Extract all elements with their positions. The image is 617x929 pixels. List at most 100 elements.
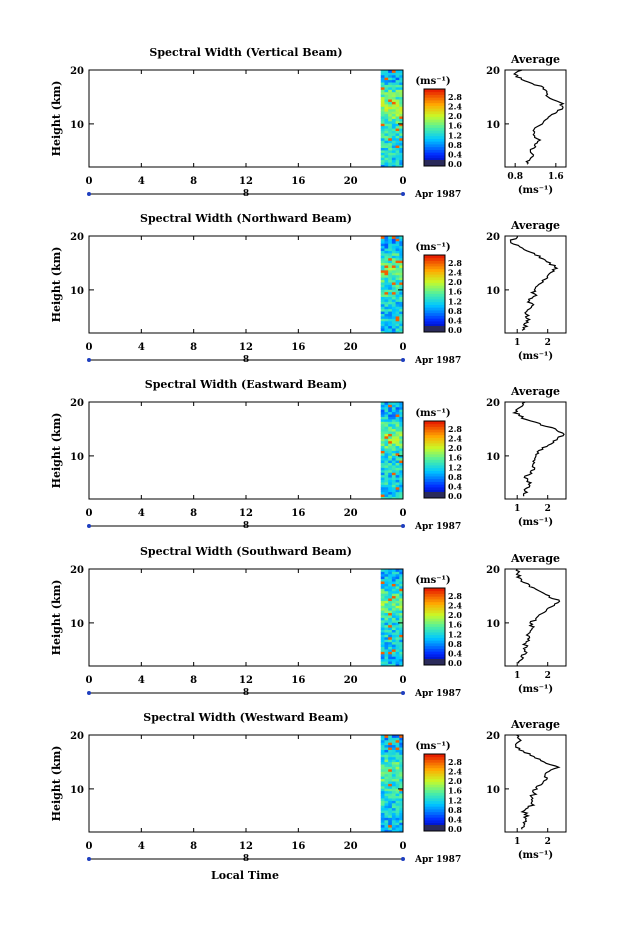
heatmap-cell [384,267,389,271]
heatmap-cell [388,445,393,449]
heatmap-cell [391,145,396,148]
heatmap-cell [395,101,400,105]
heatmap-cell [388,416,393,420]
heatmap-cell [388,776,393,780]
heatmap-cell [380,116,385,119]
y-axis-label: Height (km) [50,746,63,822]
heatmap-cell [388,433,393,437]
colorbar-tick-label: 2.4 [448,601,462,611]
heatmap-cell [399,79,404,83]
heatmap-cell [384,612,389,616]
x-tick-label: 20 [344,841,358,852]
heatmap-cell [388,472,393,476]
heatmap-cell [399,320,404,324]
colorbar-tick-label: 2.8 [448,258,462,268]
average-x-tick-label: 1 [514,837,520,847]
heatmap-cell [380,154,385,158]
heatmap-cell [380,164,385,168]
heatmap-cell [391,482,396,485]
heatmap-cell [399,761,404,765]
heatmap-cell [391,805,396,809]
heatmap-cell [388,790,393,794]
colorbar-tick-label: 0.0 [448,325,462,335]
heatmap-cell [388,576,393,580]
heatmap-cell [399,438,404,442]
heatmap-cell [380,320,385,324]
heatmap-cell [388,86,393,90]
heatmap-cell [384,316,389,319]
colorbar-cell [424,271,445,275]
x-tick-label: 0 [86,176,93,187]
heatmap-cell [391,140,396,144]
heatmap-cell [380,118,385,122]
colorbar-underflow [424,326,445,332]
heatmap-cell [395,279,400,283]
heatmap-cell [399,325,404,329]
heatmap-cell [391,571,396,575]
colorbar-tick-label: 1.6 [448,620,462,630]
heatmap-cell [380,658,385,662]
heatmap-cell [384,460,389,464]
colorbar-tick-label: 1.2 [448,462,462,472]
colorbar-cell [424,462,445,466]
heatmap-cell [384,649,389,652]
heatmap-cell [399,663,404,667]
heatmap-cell [384,320,389,324]
heatmap-cell [384,795,389,799]
heatmap-cell [380,754,385,758]
heatmap-cell [399,431,404,434]
colorbar-tick-label: 1.6 [448,786,462,796]
heatmap-cell [388,569,393,572]
heatmap-cell [399,418,404,422]
heatmap-cell [388,313,393,317]
heatmap-cell [399,72,404,76]
heatmap-cell [388,457,393,461]
heatmap-cell [384,817,389,821]
colorbar-unit: (ms⁻¹) [415,741,450,752]
heatmap-cell [380,269,385,273]
colorbar-cell [424,144,445,148]
heatmap-cell [388,291,393,295]
heatmap-cell [380,735,385,738]
heatmap-cell [388,785,393,789]
heatmap-cell [380,824,385,828]
heatmap-cell [388,798,393,801]
heatmap-cell [395,649,400,652]
heatmap-cell [395,306,400,310]
heatmap-cell [399,299,404,302]
colorbar-cell [424,599,445,603]
average-title: Average [510,552,560,565]
heatmap-cell [388,744,393,748]
heatmap-cell [391,113,396,117]
colorbar-cell [424,489,445,493]
heatmap-cell [399,632,404,635]
heatmap-cells [380,402,404,500]
heatmap-cell [384,108,389,112]
heatmap-cell [391,431,396,434]
heatmap-cell [388,585,393,589]
y-tick-label: 20 [70,66,84,77]
colorbar-cell [424,130,445,134]
colorbar-cell [424,149,445,153]
heatmap-cell [395,154,400,158]
heatmap-cell [395,781,400,784]
colorbar-cell [424,798,445,802]
heatmap-cell [384,457,389,461]
heatmap-cells [380,735,404,833]
heatmap-cell [384,255,389,259]
panel-title: Spectral Width (Southward Beam) [140,545,352,558]
heatmap-cell [399,308,404,312]
x-axis-label: Local Time [211,869,279,882]
heatmap-cell [399,486,404,490]
heatmap-cell [380,484,385,488]
colorbar-cell [424,484,445,488]
heatmap-cell [391,411,396,415]
heatmap-cell [380,423,385,427]
heatmap-cell [384,452,389,456]
heatmap-cell [388,164,393,168]
heatmap-cell [388,636,393,640]
heatmap-cell [391,118,396,122]
heatmap-cell [399,125,404,129]
heatmap-cell [395,663,400,667]
heatmap-cell [380,123,385,127]
